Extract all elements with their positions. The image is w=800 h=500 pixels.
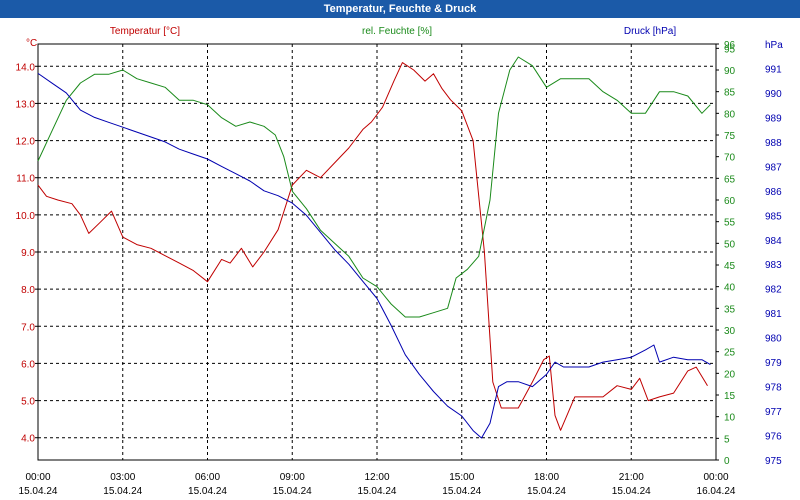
chart-title: Temperatur, Feuchte & Druck — [0, 0, 800, 18]
x-tick-time: 09:00 — [280, 472, 305, 483]
temperature-tick-label: 9.0 — [21, 248, 35, 259]
x-tick-time: 00:00 — [703, 472, 728, 483]
series-line-humidity — [37, 56, 711, 318]
pressure-tick-label: 977 — [765, 407, 782, 418]
humidity-tick-label: 96 — [724, 40, 736, 51]
pressure-tick-label: 982 — [765, 285, 782, 296]
humidity-tick-label: 35 — [724, 304, 736, 315]
x-tick-time: 12:00 — [364, 472, 389, 483]
humidity-tick-label: 55 — [724, 218, 736, 229]
pressure-tick-label: 976 — [765, 432, 782, 443]
humidity-tick-label: 10 — [724, 413, 736, 424]
humidity-tick-label: 15 — [724, 391, 736, 402]
humidity-tick-label: 45 — [724, 261, 736, 272]
x-tick-date: 15.04.24 — [358, 486, 397, 497]
pressure-tick-label: 989 — [765, 113, 782, 124]
x-tick-time: 06:00 — [195, 472, 220, 483]
pressure-tick-label: 987 — [765, 162, 782, 173]
series-layer — [37, 56, 711, 439]
temperature-tick-label: 10.0 — [16, 211, 36, 222]
humidity-tick-label: 50 — [724, 239, 736, 250]
pressure-tick-label: 975 — [765, 456, 782, 467]
chart-area: 00:00 15.04.24 03:00 15.04.24 06:00 15.04.24 0… — [16, 26, 784, 497]
temperature-tick-label: 11.0 — [16, 174, 35, 185]
legend-pressure: Druck [hPa] — [624, 26, 676, 37]
x-tick-date: 15.04.24 — [273, 486, 312, 497]
humidity-tick-label: 0 — [724, 456, 730, 467]
x-tick-date: 15.04.24 — [612, 486, 651, 497]
pressure-tick-label: 984 — [765, 236, 782, 247]
legend-temperature: Temperatur [°C] — [110, 26, 180, 37]
pressure-tick-label: 991 — [765, 64, 782, 75]
x-tick-time: 21:00 — [619, 472, 644, 483]
pressure-tick-label: 983 — [765, 260, 782, 271]
x-tick-time: 00:00 — [25, 472, 50, 483]
pressure-tick-label: 990 — [765, 89, 782, 100]
temperature-tick-label: 13.0 — [16, 99, 36, 110]
humidity-tick-label: 40 — [724, 283, 736, 294]
humidity-tick-label: 5 — [724, 434, 730, 445]
humidity-tick-label: 65 — [724, 174, 736, 185]
x-tick-date: 15.04.24 — [103, 486, 142, 497]
temperature-tick-label: 6.0 — [21, 359, 35, 370]
temperature-tick-label: 12.0 — [16, 137, 36, 148]
temperature-tick-label: 14.0 — [16, 62, 36, 73]
humidity-tick-label: 75 — [724, 131, 736, 142]
pressure-tick-label: 981 — [765, 309, 782, 320]
x-tick-date: 16.04.24 — [697, 486, 736, 497]
temperature-tick-label: 8.0 — [21, 285, 35, 296]
tick-layer: 00:00 15.04.24 03:00 15.04.24 06:00 15.04.24 0… — [16, 40, 783, 497]
x-tick-date: 15.04.24 — [442, 486, 481, 497]
x-tick-time: 15:00 — [449, 472, 474, 483]
pressure-tick-label: 985 — [765, 211, 782, 222]
humidity-tick-label: 30 — [724, 326, 736, 337]
x-tick-date: 15.04.24 — [527, 486, 566, 497]
temperature-unit-label: °C — [26, 38, 37, 49]
pressure-tick-label: 988 — [765, 138, 782, 149]
series-line-temperature — [37, 62, 708, 431]
x-tick-time: 18:00 — [534, 472, 559, 483]
temperature-tick-label: 5.0 — [21, 397, 35, 408]
pressure-tick-label: 978 — [765, 383, 782, 394]
series-line-pressure — [37, 72, 711, 439]
humidity-tick-label: 90 — [724, 66, 736, 77]
pressure-tick-label: 980 — [765, 334, 782, 345]
humidity-tick-label: 60 — [724, 196, 736, 207]
pressure-tick-label: 979 — [765, 358, 782, 369]
pressure-unit-label: hPa — [765, 40, 783, 51]
legend-humidity: rel. Feuchte [%] — [362, 26, 432, 37]
x-tick-date: 15.04.24 — [19, 486, 58, 497]
grid — [38, 44, 716, 460]
humidity-tick-label: 85 — [724, 88, 736, 99]
pressure-tick-label: 986 — [765, 187, 782, 198]
humidity-tick-label: 95 — [724, 44, 736, 55]
temperature-tick-label: 4.0 — [21, 434, 35, 445]
humidity-tick-label: 25 — [724, 348, 736, 359]
humidity-tick-label: 70 — [724, 153, 736, 164]
humidity-tick-label: 20 — [724, 369, 736, 380]
x-tick-time: 03:00 — [110, 472, 135, 483]
humidity-tick-label: 80 — [724, 109, 736, 120]
x-tick-date: 15.04.24 — [188, 486, 227, 497]
temperature-tick-label: 7.0 — [21, 322, 35, 333]
